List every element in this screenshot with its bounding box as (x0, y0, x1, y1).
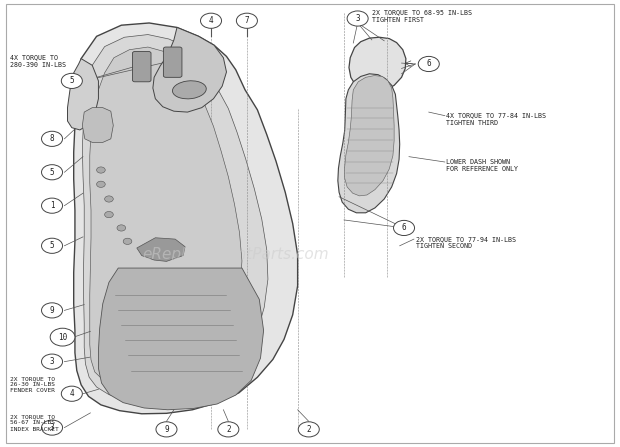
Circle shape (42, 420, 63, 435)
Text: 1: 1 (50, 201, 55, 210)
Text: 2X TORQUE TO 68-95 IN-LBS
TIGHTEN FIRST: 2X TORQUE TO 68-95 IN-LBS TIGHTEN FIRST (372, 9, 472, 23)
Circle shape (61, 73, 82, 89)
Text: 3: 3 (50, 357, 55, 366)
Text: 5: 5 (69, 76, 74, 85)
Circle shape (200, 13, 221, 28)
Polygon shape (90, 47, 242, 388)
Circle shape (218, 422, 239, 437)
Circle shape (42, 238, 63, 253)
Text: 6: 6 (427, 59, 431, 68)
Text: 2X TORQUE TO 77-94 IN-LBS
TIGHTEN SECOND: 2X TORQUE TO 77-94 IN-LBS TIGHTEN SECOND (417, 236, 516, 249)
Text: 2: 2 (306, 425, 311, 434)
Ellipse shape (172, 81, 206, 99)
Polygon shape (99, 268, 264, 410)
Circle shape (42, 198, 63, 213)
Text: 4X TORQUE TO 77-84 IN-LBS
TIGHTEN THIRD: 4X TORQUE TO 77-84 IN-LBS TIGHTEN THIRD (446, 112, 546, 126)
Text: 4X TORQUE TO
280-390 IN-LBS: 4X TORQUE TO 280-390 IN-LBS (10, 54, 66, 67)
Circle shape (236, 13, 257, 28)
Polygon shape (349, 37, 406, 93)
Circle shape (97, 167, 105, 173)
Text: 7: 7 (244, 16, 249, 25)
Polygon shape (68, 59, 99, 130)
Polygon shape (345, 76, 394, 196)
Text: 5: 5 (50, 241, 55, 250)
FancyBboxPatch shape (164, 47, 182, 77)
Circle shape (42, 303, 63, 318)
Circle shape (298, 422, 319, 437)
Text: LOWER DASH SHOWN
FOR REFERENCE ONLY: LOWER DASH SHOWN FOR REFERENCE ONLY (446, 159, 518, 173)
Circle shape (50, 328, 75, 346)
Text: 8: 8 (50, 135, 55, 143)
Text: 2: 2 (226, 425, 231, 434)
Circle shape (418, 56, 440, 72)
Polygon shape (338, 74, 400, 213)
Circle shape (123, 238, 132, 245)
Polygon shape (74, 23, 298, 414)
Polygon shape (82, 108, 113, 143)
FancyBboxPatch shape (133, 51, 151, 82)
Polygon shape (137, 238, 185, 261)
Polygon shape (153, 27, 226, 112)
Circle shape (42, 131, 63, 147)
Text: 5: 5 (50, 168, 55, 177)
Text: 2X TORQUE TO
56-67 IN-LBS
INDEX BRACKET: 2X TORQUE TO 56-67 IN-LBS INDEX BRACKET (10, 414, 59, 432)
Text: 4: 4 (209, 16, 213, 25)
Circle shape (97, 181, 105, 187)
Circle shape (394, 220, 415, 236)
Text: eReplacementParts.com: eReplacementParts.com (143, 247, 329, 262)
Circle shape (156, 422, 177, 437)
Text: 6: 6 (402, 224, 406, 232)
Text: 3: 3 (50, 423, 55, 432)
Polygon shape (82, 34, 268, 402)
Circle shape (61, 386, 82, 401)
Text: 3: 3 (355, 14, 360, 23)
Text: 10: 10 (58, 333, 67, 342)
Text: 4: 4 (69, 389, 74, 398)
Circle shape (105, 211, 113, 218)
Text: 9: 9 (164, 425, 169, 434)
Circle shape (105, 196, 113, 202)
Circle shape (117, 225, 126, 231)
Circle shape (42, 164, 63, 180)
Text: 9: 9 (50, 306, 55, 315)
Circle shape (347, 11, 368, 26)
Text: 2X TORQUE TO
26-30 IN-LBS
FENDER COVER: 2X TORQUE TO 26-30 IN-LBS FENDER COVER (10, 376, 55, 393)
Circle shape (42, 354, 63, 369)
